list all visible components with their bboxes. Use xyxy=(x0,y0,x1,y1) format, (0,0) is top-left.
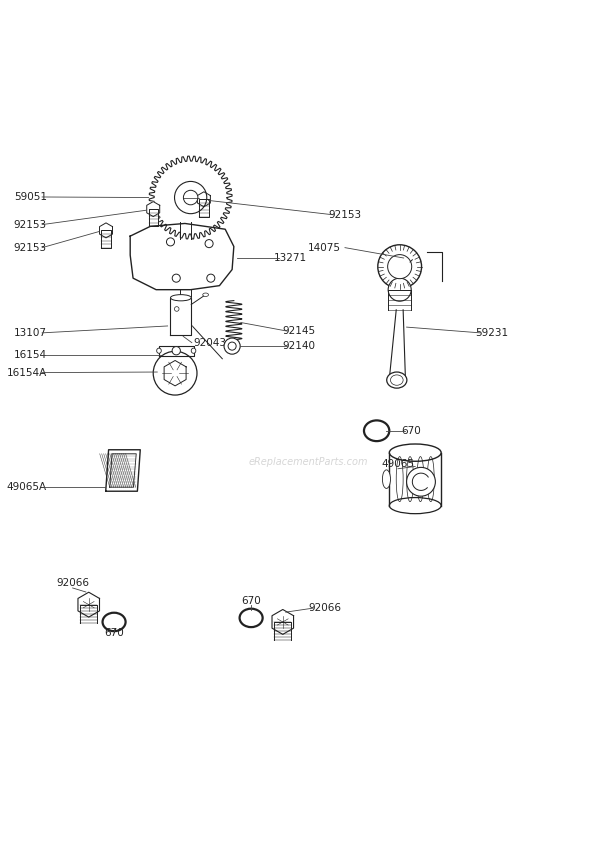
Polygon shape xyxy=(159,346,194,356)
Text: eReplacementParts.com: eReplacementParts.com xyxy=(249,457,368,468)
Polygon shape xyxy=(78,592,99,617)
Circle shape xyxy=(175,307,179,311)
Circle shape xyxy=(388,278,411,301)
Circle shape xyxy=(175,181,207,213)
Circle shape xyxy=(205,240,213,247)
Circle shape xyxy=(184,190,198,205)
Circle shape xyxy=(207,275,215,282)
Polygon shape xyxy=(199,199,209,217)
Polygon shape xyxy=(274,623,291,640)
Circle shape xyxy=(378,245,422,288)
Text: 92153: 92153 xyxy=(14,242,47,252)
Ellipse shape xyxy=(387,372,407,388)
Text: 13107: 13107 xyxy=(14,328,47,337)
Circle shape xyxy=(224,338,240,354)
Circle shape xyxy=(407,468,435,496)
Text: 92140: 92140 xyxy=(283,341,316,351)
Ellipse shape xyxy=(203,293,209,297)
Polygon shape xyxy=(272,609,294,634)
Polygon shape xyxy=(102,230,111,247)
Polygon shape xyxy=(106,450,141,491)
Polygon shape xyxy=(147,201,160,217)
Ellipse shape xyxy=(382,470,390,489)
Text: 670: 670 xyxy=(241,596,261,606)
Ellipse shape xyxy=(389,444,441,462)
Text: 49065: 49065 xyxy=(382,459,414,469)
Polygon shape xyxy=(197,192,210,207)
Circle shape xyxy=(228,342,236,350)
Text: 16154: 16154 xyxy=(14,350,47,360)
Circle shape xyxy=(388,255,411,279)
Text: 92066: 92066 xyxy=(56,578,89,588)
Text: 59051: 59051 xyxy=(14,192,47,202)
Text: 13271: 13271 xyxy=(274,253,307,263)
Text: 92043: 92043 xyxy=(194,337,227,348)
Ellipse shape xyxy=(191,348,196,354)
Text: 14075: 14075 xyxy=(307,242,340,252)
Circle shape xyxy=(153,351,197,395)
Ellipse shape xyxy=(157,348,161,354)
Polygon shape xyxy=(130,224,234,290)
Ellipse shape xyxy=(389,497,441,513)
Polygon shape xyxy=(99,223,112,238)
Text: 92153: 92153 xyxy=(329,210,362,220)
Circle shape xyxy=(172,275,180,282)
Text: 49065A: 49065A xyxy=(7,482,47,491)
Circle shape xyxy=(172,347,181,354)
Polygon shape xyxy=(81,606,97,623)
Polygon shape xyxy=(389,453,441,506)
Circle shape xyxy=(166,238,175,246)
Text: 16154A: 16154A xyxy=(7,367,47,377)
Text: 92153: 92153 xyxy=(14,219,47,230)
Text: 92066: 92066 xyxy=(309,604,341,613)
Polygon shape xyxy=(150,156,232,239)
Text: 59231: 59231 xyxy=(475,328,509,337)
Polygon shape xyxy=(170,298,191,335)
Text: 92145: 92145 xyxy=(283,326,316,336)
Text: 670: 670 xyxy=(401,426,420,436)
Polygon shape xyxy=(149,209,158,226)
Ellipse shape xyxy=(170,295,191,301)
Text: 670: 670 xyxy=(104,628,124,638)
